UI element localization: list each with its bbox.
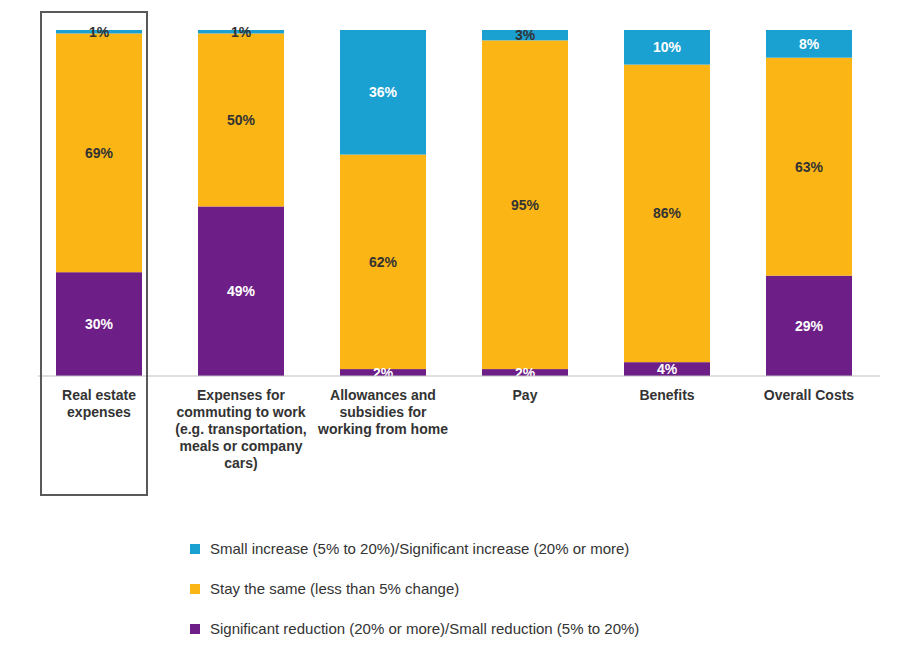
- category-label-line: meals or company: [180, 438, 303, 454]
- legend-swatch: [190, 624, 200, 634]
- legend: Small increase (5% to 20%)/Significant i…: [190, 540, 639, 637]
- bar-segment: [56, 272, 142, 376]
- chart-svg: 30% 69% 1% 49% 50% 1% 2% 62% 36% 2% 95% 3% 4% 86% 10% 2…: [0, 0, 900, 668]
- data-label: 10%: [653, 39, 682, 55]
- category-label-line: Expenses for: [197, 387, 285, 403]
- category-label-line: commuting to work: [176, 404, 305, 420]
- data-label: 1%: [231, 24, 252, 40]
- category-label-line: cars): [224, 455, 257, 471]
- bar-segment: [766, 276, 852, 376]
- data-label: 62%: [369, 254, 398, 270]
- bar-segment: [56, 33, 142, 272]
- bar-segment: [340, 155, 426, 370]
- data-label: 86%: [653, 205, 682, 221]
- highlight-frame: [41, 12, 147, 495]
- category-label-line: subsidies for: [339, 404, 427, 420]
- bar-segment: [766, 30, 852, 58]
- category-label-line: working from home: [317, 421, 448, 437]
- category-label-line: Pay: [513, 387, 538, 403]
- category-label-line: expenses: [67, 404, 131, 420]
- data-label: 63%: [795, 159, 824, 175]
- x-tick-labels: Real estateexpenses Expenses forcommuting…: [62, 387, 854, 471]
- chart-container: 30% 69% 1% 49% 50% 1% 2% 62% 36% 2% 95% 3% 4% 86% 10% 2…: [0, 0, 900, 668]
- bars: [56, 30, 852, 376]
- data-labels: 30% 69% 1% 49% 50% 1% 2% 62% 36% 2% 95% 3% 4% 86% 10% 2…: [85, 24, 824, 381]
- legend-label: Small increase (5% to 20%)/Significant i…: [210, 540, 629, 557]
- bar-segment: [198, 33, 284, 206]
- bar-segment: [482, 40, 568, 369]
- category-label: Real estateexpenses: [62, 387, 136, 420]
- category-label-line: Allowances and: [330, 387, 436, 403]
- data-label: 4%: [657, 361, 678, 377]
- category-label: Pay: [513, 387, 538, 403]
- bar-segment: [340, 30, 426, 155]
- bar-segment: [766, 58, 852, 276]
- category-label-line: Benefits: [639, 387, 694, 403]
- data-label: 8%: [799, 36, 820, 52]
- category-label: Allowances andsubsidies forworking from …: [317, 387, 448, 437]
- x-axis-line: [38, 376, 880, 377]
- data-label: 36%: [369, 84, 398, 100]
- legend-swatch: [190, 544, 200, 554]
- legend-label: Stay the same (less than 5% change): [210, 580, 459, 597]
- data-label: 30%: [85, 316, 114, 332]
- category-label-line: Real estate: [62, 387, 136, 403]
- data-label: 69%: [85, 145, 114, 161]
- data-label: 2%: [373, 365, 394, 381]
- data-label: 50%: [227, 112, 256, 128]
- category-label-line: Overall Costs: [764, 387, 854, 403]
- category-label: Benefits: [639, 387, 694, 403]
- data-label: 3%: [515, 27, 536, 43]
- data-label: 29%: [795, 318, 824, 334]
- data-label: 95%: [511, 197, 540, 213]
- data-label: 49%: [227, 283, 256, 299]
- bar-segment: [198, 206, 284, 376]
- bar-segment: [624, 65, 710, 363]
- bar-segment: [624, 30, 710, 65]
- category-label: Overall Costs: [764, 387, 854, 403]
- legend-label: Significant reduction (20% or more)/Smal…: [210, 620, 639, 637]
- legend-swatch: [190, 584, 200, 594]
- category-label-line: (e.g. transportation,: [175, 421, 306, 437]
- data-label: 1%: [89, 24, 110, 40]
- data-label: 2%: [515, 365, 536, 381]
- category-label: Expenses forcommuting to work(e.g. trans…: [175, 387, 306, 471]
